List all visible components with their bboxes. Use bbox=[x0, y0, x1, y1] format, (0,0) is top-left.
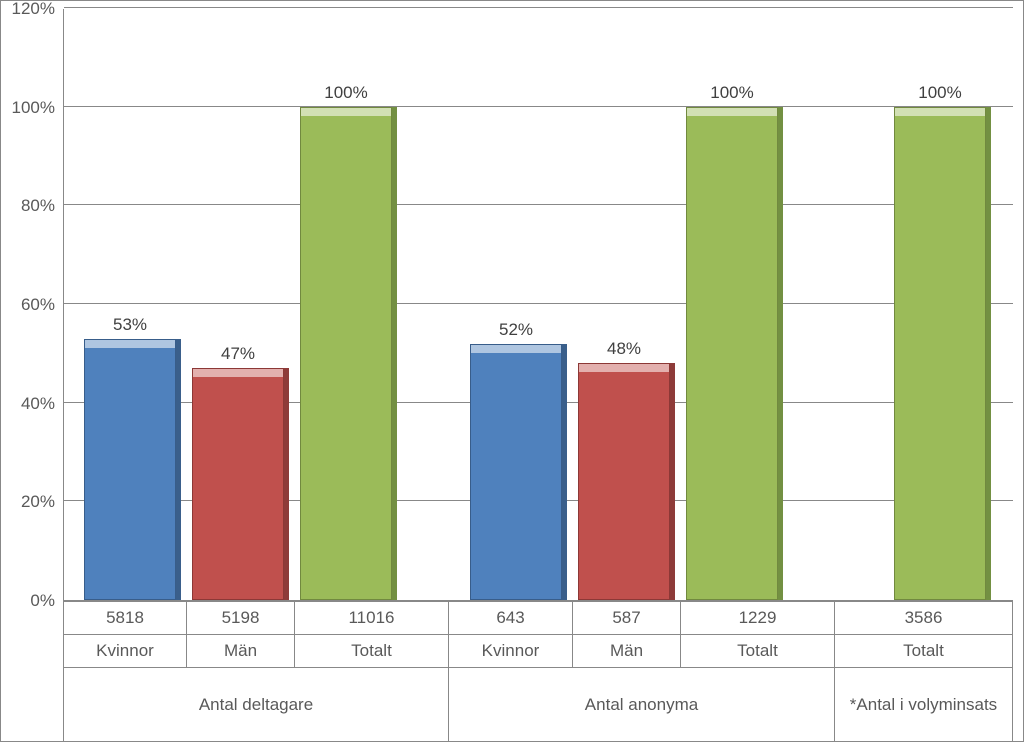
count-cell: 5818 bbox=[63, 601, 187, 635]
y-tick-label: 80% bbox=[3, 196, 55, 216]
category-cell: Män bbox=[572, 634, 681, 668]
y-tick-label: 40% bbox=[3, 394, 55, 414]
gridline bbox=[64, 106, 1013, 107]
gridline bbox=[64, 7, 1013, 8]
group-cell: Antal deltagare bbox=[63, 667, 449, 742]
bar-man: 48% bbox=[578, 363, 670, 600]
category-cell: Totalt bbox=[834, 634, 1013, 668]
bar-totalt: 100% bbox=[686, 107, 778, 600]
y-tick-label: 20% bbox=[3, 492, 55, 512]
group-cell: Antal anonyma bbox=[448, 667, 835, 742]
count-cell: 643 bbox=[448, 601, 573, 635]
count-cell: 1229 bbox=[680, 601, 835, 635]
y-tick-label: 100% bbox=[3, 98, 55, 118]
bar-value-label: 53% bbox=[70, 315, 190, 335]
bar-man: 47% bbox=[192, 368, 284, 600]
bar-value-label: 47% bbox=[178, 344, 298, 364]
y-tick-label: 120% bbox=[3, 0, 55, 19]
bar-kvinnor: 53% bbox=[84, 339, 176, 601]
category-cell: Kvinnor bbox=[63, 634, 187, 668]
y-tick-label: 0% bbox=[3, 591, 55, 611]
category-cell: Män bbox=[186, 634, 295, 668]
bar-totalt: 100% bbox=[300, 107, 392, 600]
group-cell: *Antal i volyminsats bbox=[834, 667, 1013, 742]
gridline bbox=[64, 303, 1013, 304]
count-cell: 5198 bbox=[186, 601, 295, 635]
count-cell: 11016 bbox=[294, 601, 449, 635]
gridline bbox=[64, 204, 1013, 205]
category-cell: Totalt bbox=[294, 634, 449, 668]
bar-chart: 0% 20% 40% 60% 80% 100% 120% 53% 47% bbox=[0, 0, 1024, 742]
bar-kvinnor: 52% bbox=[470, 344, 562, 601]
bar-totalt: 100% bbox=[894, 107, 986, 600]
count-cell: 3586 bbox=[834, 601, 1013, 635]
count-cell: 587 bbox=[572, 601, 681, 635]
bar-value-label: 100% bbox=[880, 83, 1000, 103]
plot-area: 53% 47% 100% 52% bbox=[63, 9, 1013, 601]
category-cell: Totalt bbox=[680, 634, 835, 668]
bar-value-label: 100% bbox=[672, 83, 792, 103]
bar-value-label: 52% bbox=[456, 320, 576, 340]
category-cell: Kvinnor bbox=[448, 634, 573, 668]
bar-value-label: 100% bbox=[286, 83, 406, 103]
y-tick-label: 60% bbox=[3, 295, 55, 315]
bar-value-label: 48% bbox=[564, 339, 684, 359]
